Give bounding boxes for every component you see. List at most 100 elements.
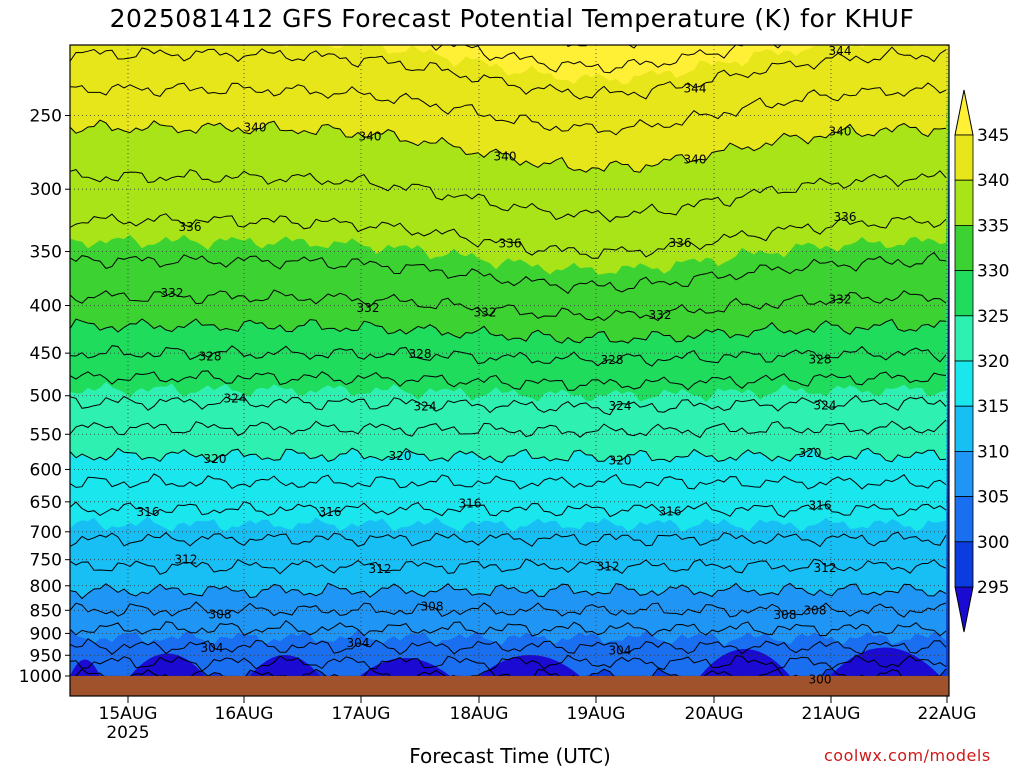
contour-labels: 340 344 344 340 340 340 340 336 336 336 336 332 332 3… [137,44,857,687]
x-tick-label: 20AUG [685,704,744,724]
y-tick-label: 600 [30,460,62,480]
y-tick-label: 500 [30,387,62,407]
contour-label: 324 [609,399,632,413]
contour-label: 328 [809,353,832,367]
contour-346 [430,45,782,74]
contour-330 [70,318,947,344]
colorbar-segment [954,270,974,317]
colorbar-label: 340 [977,171,1009,191]
contour-label: 304 [347,636,370,650]
color-bands [70,45,949,696]
y-tick-label: 850 [30,601,62,621]
contour-label: 336 [179,220,202,234]
contour-label: 328 [199,349,222,363]
colorbar-label: 300 [977,533,1009,553]
contour-label: 316 [319,505,342,519]
contour-336 [70,213,947,259]
contour-label: 304 [201,641,224,655]
contour-302 [70,654,947,672]
colorbar-segment [954,315,974,362]
contour-334 [70,251,947,294]
contour-label: 308 [804,604,827,618]
colorbar-label: 295 [977,578,1009,598]
y-axis-ticks: 250 300 350 400 450 500 550 600 650 700 750 800 850 9… [19,106,70,687]
contour-label: 340 [494,150,517,164]
colorbar-segment [954,224,974,271]
x-tick-label: 22AUG [918,704,977,724]
colorbar-arrow-top [954,89,974,136]
contour-label: 316 [137,505,160,519]
contour-348 [566,45,638,49]
contour-344 [70,46,947,100]
contour-label: 320 [389,449,412,463]
colorbar-segment [954,496,974,543]
contour-label: 324 [414,400,437,414]
contour-label: 312 [369,562,392,576]
y-tick-label: 300 [30,180,62,200]
colorbar-label: 305 [977,488,1009,508]
colorbar: 345 340 335 330 325 320 315 310 305 300 295 [954,89,1009,633]
contour-342 [70,82,947,136]
contour-label: 304 [609,644,632,658]
contour-320 [70,447,947,464]
contour-314 [70,531,947,548]
contour-308 [70,601,947,618]
contour-label: 328 [409,347,432,361]
y-tick-label: 900 [30,624,62,644]
x-axis-label: Forecast Time (UTC) [409,744,611,768]
contour-310 [70,582,947,600]
x-tick-label: 18AUG [450,704,509,724]
contour-label: 332 [649,308,672,322]
cold-pocket [700,649,790,676]
contour-label: 340 [684,152,707,166]
colorbar-segment [954,541,974,588]
plot-frame [69,44,950,697]
contour-328 [70,345,947,367]
contour-label: 300 [809,673,832,687]
source-credit[interactable]: coolwx.com/models [824,746,991,765]
y-tick-label: 700 [30,523,62,543]
cold-pocket [250,655,320,676]
y-tick-label: 450 [30,344,62,364]
y-tick-label: 650 [30,493,62,513]
y-tick-label: 350 [30,243,62,263]
contour-label: 312 [814,561,837,575]
contour-label: 336 [834,210,857,224]
contour-324 [70,394,947,416]
x-year-label: 2025 [106,723,149,743]
contour-label: 332 [474,305,497,319]
colorbar-label: 325 [977,307,1009,327]
contour-label: 308 [209,608,232,622]
contour-332 [70,289,947,322]
chart-title: 2025081412 GFS Forecast Potential Temper… [109,4,915,33]
grid-lines [70,45,949,696]
y-tick-label: 800 [30,577,62,597]
y-tick-label: 400 [30,297,62,317]
contour-338 [70,169,947,223]
contour-label: 340 [829,124,852,138]
band-above-345 [70,45,949,84]
isentrope-contours [70,45,947,685]
y-tick-label: 750 [30,551,62,571]
colorbar-label: 310 [977,442,1009,462]
contour-label: 332 [357,301,380,315]
contour-label: 344 [684,82,707,96]
contour-label: 344 [829,44,852,58]
y-tick-label: 250 [30,106,62,126]
x-tick-label: 17AUG [332,704,391,724]
contour-label: 336 [499,237,522,251]
cold-pocket [480,655,580,676]
colorbar-label: 330 [977,262,1009,282]
contour-label: 312 [597,560,620,574]
cold-pocket [360,658,450,676]
contour-label: 316 [459,497,482,511]
contour-label: 340 [244,120,267,134]
colorbar-segment [954,360,974,407]
contour-label: 324 [814,398,837,412]
contour-312 [70,558,947,575]
colorbar-segment [954,405,974,452]
contour-326 [70,370,947,391]
colorbar-label: 345 [977,126,1009,146]
contour-label: 324 [224,391,247,405]
